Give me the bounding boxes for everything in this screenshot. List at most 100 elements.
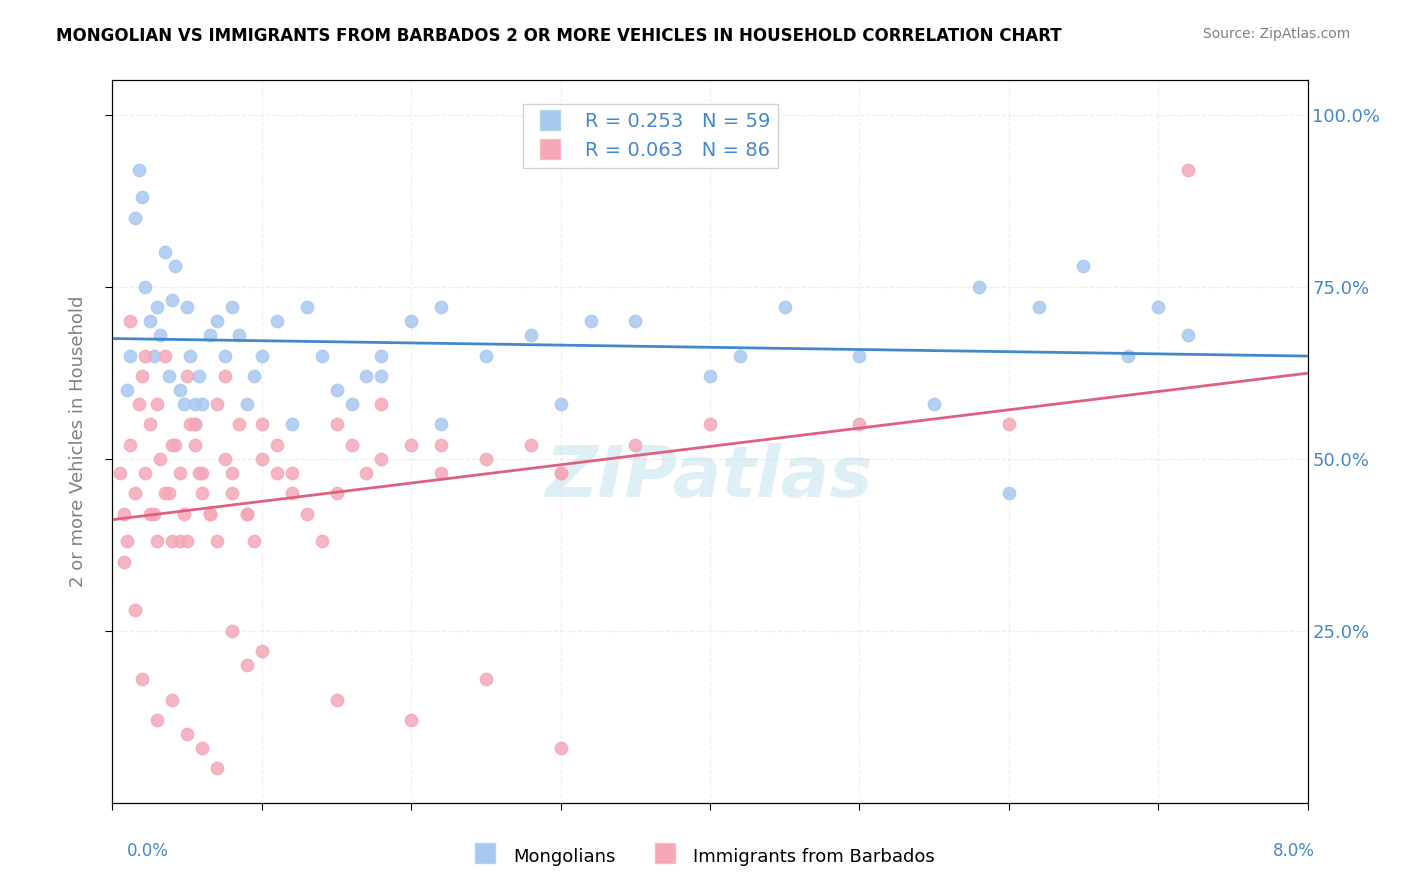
Point — [243, 369, 266, 384]
Point — [998, 417, 1021, 432]
Point — [162, 293, 183, 308]
Point — [131, 190, 153, 204]
Point — [146, 397, 169, 411]
Point — [176, 301, 198, 315]
Point — [157, 486, 180, 500]
Point — [475, 451, 498, 466]
Point — [228, 417, 250, 432]
Point — [250, 451, 273, 466]
Point — [131, 672, 153, 686]
Point — [221, 624, 243, 638]
Point — [191, 486, 214, 500]
Point — [143, 507, 166, 521]
Point — [236, 658, 259, 673]
Point — [176, 534, 198, 549]
Point — [295, 507, 318, 521]
Point — [848, 417, 870, 432]
Point — [370, 349, 392, 363]
Point — [281, 466, 304, 480]
Point — [117, 534, 139, 549]
Point — [183, 417, 205, 432]
Point — [198, 507, 221, 521]
Point — [340, 438, 363, 452]
Point — [250, 417, 273, 432]
Point — [176, 369, 198, 384]
Point — [295, 301, 318, 315]
Point — [169, 383, 191, 397]
Point — [266, 466, 288, 480]
Point — [120, 438, 142, 452]
Point — [117, 383, 139, 397]
Point — [205, 761, 228, 775]
Point — [191, 466, 214, 480]
Point — [311, 534, 333, 549]
Legend: R = 0.253   N = 59, R = 0.063   N = 86: R = 0.253 N = 59, R = 0.063 N = 86 — [523, 104, 778, 168]
Point — [221, 486, 243, 500]
Point — [699, 369, 721, 384]
Point — [325, 417, 347, 432]
Point — [475, 349, 498, 363]
Point — [124, 211, 146, 225]
Point — [967, 279, 990, 293]
Point — [146, 534, 169, 549]
Point — [243, 534, 266, 549]
Point — [108, 466, 131, 480]
Point — [183, 438, 205, 452]
Point — [134, 349, 156, 363]
Point — [579, 314, 602, 328]
Point — [624, 438, 647, 452]
Point — [325, 486, 347, 500]
Point — [157, 369, 180, 384]
Point — [250, 644, 273, 658]
Point — [699, 417, 721, 432]
Point — [624, 314, 647, 328]
Point — [114, 507, 135, 521]
Point — [401, 438, 423, 452]
Point — [183, 417, 205, 432]
Point — [176, 727, 198, 741]
Point — [153, 349, 176, 363]
Point — [169, 534, 191, 549]
Point — [134, 466, 156, 480]
Point — [430, 466, 453, 480]
Point — [370, 451, 392, 466]
Point — [139, 507, 162, 521]
Point — [236, 397, 259, 411]
Point — [153, 486, 176, 500]
Point — [325, 383, 347, 397]
Point — [550, 397, 572, 411]
Point — [165, 259, 187, 273]
Point — [281, 417, 304, 432]
Point — [165, 438, 187, 452]
Point — [205, 534, 228, 549]
Text: ZIPatlas: ZIPatlas — [547, 443, 873, 512]
Point — [221, 301, 243, 315]
Point — [162, 438, 183, 452]
Y-axis label: 2 or more Vehicles in Household: 2 or more Vehicles in Household — [69, 296, 87, 587]
Point — [128, 162, 150, 177]
Point — [188, 466, 211, 480]
Point — [1147, 301, 1170, 315]
Point — [124, 603, 146, 617]
Point — [146, 301, 169, 315]
Point — [370, 369, 392, 384]
Point — [1177, 327, 1199, 342]
Point — [179, 417, 201, 432]
Point — [146, 713, 169, 727]
Point — [143, 349, 166, 363]
Point — [153, 245, 176, 260]
Point — [430, 417, 453, 432]
Point — [236, 507, 259, 521]
Point — [191, 740, 214, 755]
Point — [120, 349, 142, 363]
Point — [221, 466, 243, 480]
Text: Source: ZipAtlas.com: Source: ZipAtlas.com — [1202, 27, 1350, 41]
Point — [550, 466, 572, 480]
Point — [205, 397, 228, 411]
Point — [173, 507, 195, 521]
Point — [134, 279, 156, 293]
Point — [149, 451, 172, 466]
Point — [162, 692, 183, 706]
Point — [1028, 301, 1050, 315]
Point — [179, 349, 201, 363]
